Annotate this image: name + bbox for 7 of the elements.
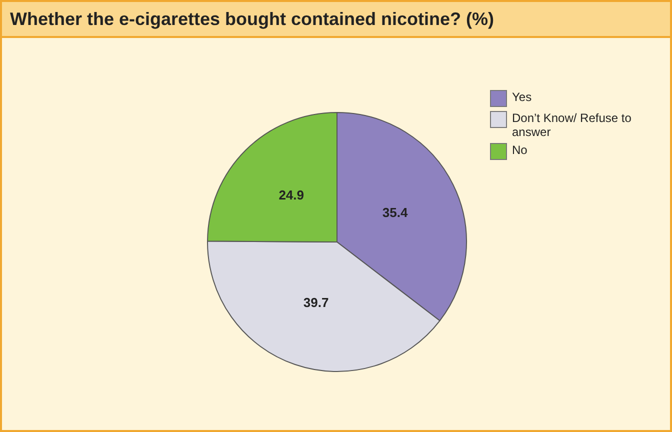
- data-label: 24.9: [278, 188, 304, 203]
- data-label: 35.4: [382, 204, 408, 220]
- chart-title: Whether the e-cigarettes bought contained nicotine? (%): [2, 2, 670, 38]
- legend-label: Yes: [512, 90, 532, 104]
- legend-label: Don’t Know/ Refuse to answer: [512, 111, 632, 139]
- data-label: 39.7: [303, 294, 329, 310]
- legend-label: No: [512, 143, 528, 157]
